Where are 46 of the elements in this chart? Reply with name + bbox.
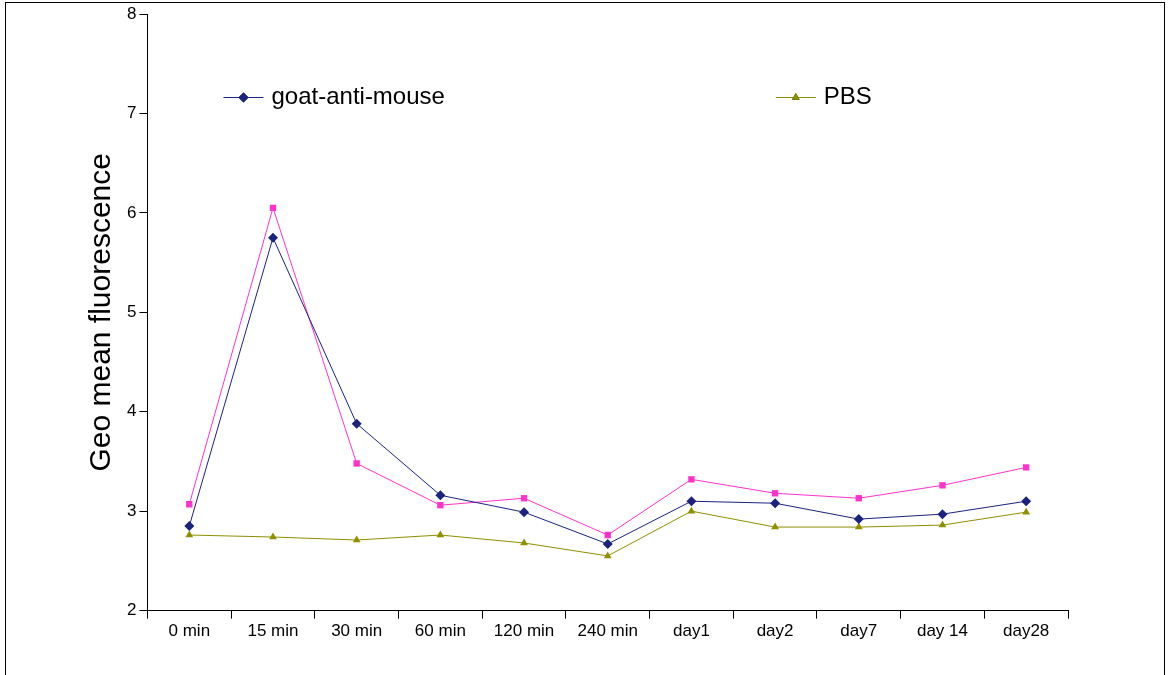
point	[353, 460, 360, 467]
legend-label: goat-anti-mouse	[271, 82, 445, 110]
point	[853, 514, 864, 525]
y-tick-label: 8	[126, 3, 137, 23]
point	[437, 502, 444, 509]
point	[771, 522, 779, 530]
point	[269, 204, 277, 212]
point	[352, 535, 361, 543]
x-tick-label: day7	[840, 621, 878, 641]
point	[938, 520, 947, 528]
y-axis-title: Geo mean fluorescence	[83, 153, 117, 472]
y-tick-label: 2	[126, 600, 137, 620]
point	[603, 551, 612, 559]
y-tick-label: 4	[126, 401, 137, 421]
x-tick-label: 30 min	[331, 621, 383, 641]
point	[520, 538, 528, 546]
point	[686, 496, 697, 507]
y-tick-label: 3	[126, 500, 137, 520]
x-tick-label: day2	[756, 621, 794, 641]
point	[688, 476, 695, 483]
x-tick-label: 60 min	[414, 621, 466, 641]
point	[435, 490, 446, 501]
y-tick-label: 6	[126, 202, 137, 222]
y-tick-label: 7	[126, 103, 137, 123]
point	[519, 507, 530, 518]
x-tick-label: 120 min	[493, 621, 555, 641]
y-tick-label: 5	[126, 301, 137, 321]
point	[602, 538, 613, 549]
x-tick-label: day 14	[916, 621, 968, 641]
point	[184, 521, 195, 532]
point	[185, 530, 194, 538]
x-tick-label: day1	[672, 621, 710, 641]
point	[770, 498, 781, 509]
point	[351, 418, 362, 429]
x-tick-label: day28	[1002, 621, 1050, 641]
point	[1022, 464, 1030, 471]
x-tick-label: 15 min	[247, 621, 299, 641]
point	[267, 232, 278, 243]
point	[939, 482, 946, 489]
point	[1021, 496, 1032, 507]
x-tick-label: 0 min	[168, 621, 211, 641]
x-tick-label: 240 min	[577, 621, 638, 641]
point	[269, 532, 277, 540]
legend-label: PBS	[823, 82, 872, 110]
point	[937, 509, 948, 520]
point	[436, 530, 445, 538]
